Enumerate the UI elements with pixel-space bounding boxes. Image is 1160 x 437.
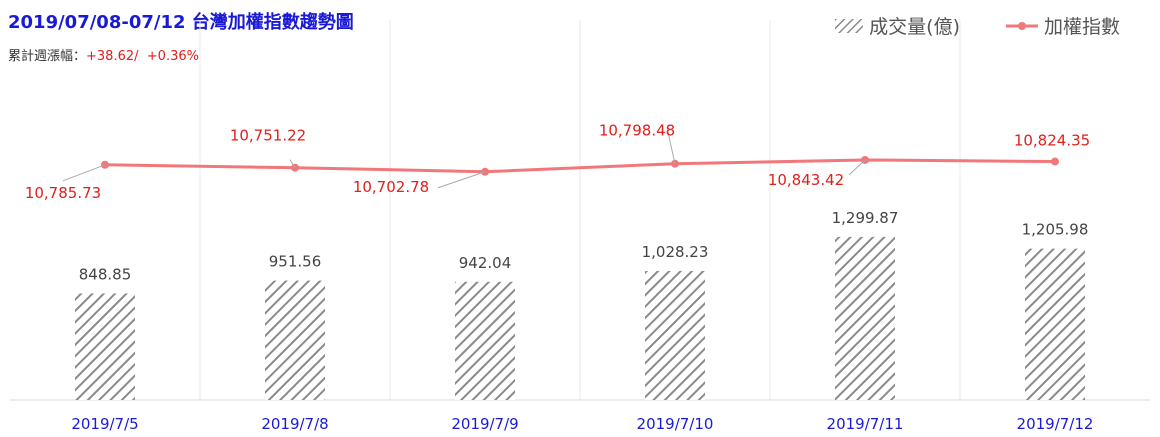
- index-point-label: 10,702.78: [353, 178, 429, 196]
- index-line: [104, 158, 1056, 174]
- legend: 成交量(億) 加權指數: [835, 12, 1120, 39]
- weekly-change: 累計週漲幅：+38.62/ +0.36%: [8, 45, 199, 64]
- legend-label-volume: 成交量(億): [869, 16, 960, 38]
- hatched-bar-swatch-icon: [835, 18, 864, 33]
- index-point-label: 10,824.35: [1014, 132, 1090, 150]
- weekly-change-percent: +0.36%: [146, 49, 199, 64]
- x-tick-label: 2019/7/8: [261, 415, 328, 433]
- volume-bar: [455, 281, 515, 400]
- x-tick-label: 2019/7/9: [451, 415, 518, 433]
- volume-bar-label: 1,299.87: [832, 209, 899, 227]
- weekly-change-label: 累計週漲幅：: [8, 49, 87, 64]
- volume-bar: [75, 293, 135, 400]
- index-label-leader: [289, 159, 296, 168]
- x-tick-label: 2019/7/12: [1017, 415, 1094, 433]
- x-tick-label: 2019/7/11: [827, 415, 904, 433]
- volume-bar: [1025, 248, 1085, 400]
- legend-item-volume: 成交量(億): [835, 12, 960, 39]
- index-point-label: 10,843.42: [768, 171, 844, 189]
- weekly-change-points: +38.62/: [86, 49, 139, 64]
- volume-bar-label: 1,205.98: [1022, 221, 1089, 239]
- x-tick-label: 2019/7/10: [637, 415, 714, 433]
- index-label-leader: [848, 159, 866, 176]
- legend-label-index: 加權指數: [1043, 16, 1120, 38]
- index-label-leader: [437, 171, 486, 189]
- volume-bar-label: 942.04: [459, 254, 512, 272]
- volume-bar: [645, 270, 705, 400]
- line-marker-swatch-icon: [1005, 21, 1038, 30]
- chart-title: 2019/07/08-07/12 台灣加權指數趨勢圖: [8, 12, 354, 33]
- volume-bar-label: 1,028.23: [642, 243, 709, 261]
- volume-bar-label: 848.85: [79, 265, 132, 283]
- index-label-leader: [666, 127, 676, 164]
- volume-bar-label: 951.56: [269, 253, 322, 271]
- index-point-label: 10,785.73: [25, 184, 101, 202]
- index-point: [1051, 157, 1059, 166]
- index-point-label: 10,751.22: [230, 127, 306, 145]
- legend-item-index: 加權指數: [1005, 12, 1120, 39]
- volume-bar: [265, 280, 325, 400]
- x-tick-label: 2019/7/5: [71, 415, 138, 433]
- index-point-label: 10,798.48: [599, 122, 675, 140]
- volume-bar: [835, 236, 895, 400]
- index-label-leader: [62, 164, 106, 182]
